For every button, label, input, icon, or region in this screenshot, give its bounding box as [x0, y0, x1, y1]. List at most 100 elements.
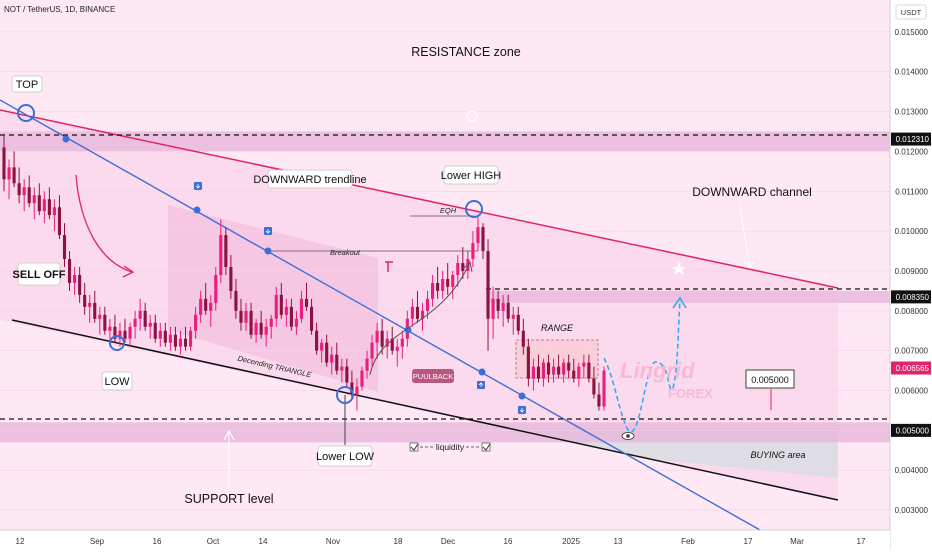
candle-body — [229, 266, 233, 291]
candle-body — [486, 251, 490, 319]
candle-body — [78, 274, 82, 295]
current-price-tag: 0.006565 — [891, 361, 931, 375]
candle-body — [234, 290, 238, 311]
candle-body — [345, 366, 349, 383]
candle-body — [178, 338, 183, 347]
candle-body — [315, 330, 319, 351]
candle-body — [62, 235, 67, 260]
candle-body — [335, 354, 339, 371]
svg-text:0.012310: 0.012310 — [896, 135, 930, 144]
watermark-lingrid: Lingrid — [620, 358, 695, 383]
time-tick-label: 14 — [259, 537, 268, 546]
price-tags: 0.012310 0.008350 0.006565 0.005000 — [891, 132, 931, 437]
watermark-forex: FOREX — [668, 386, 713, 401]
candle-body — [385, 338, 389, 347]
sell-off-arrow — [75, 174, 133, 273]
currency-badge[interactable]: USDT — [895, 4, 927, 20]
candle-body — [22, 187, 26, 196]
trend-point — [193, 206, 201, 214]
pullback-label: PUULBACK — [412, 369, 454, 383]
eqh-label: EQH — [440, 206, 457, 215]
time-tick-label: 2025 — [562, 537, 580, 546]
svg-text:0.006565: 0.006565 — [896, 364, 930, 373]
time-tick-label: Dec — [441, 537, 455, 546]
candle-body — [173, 334, 177, 347]
candle-body — [214, 274, 218, 303]
price-tick-label: 0.004000 — [895, 466, 929, 475]
candle-body — [511, 314, 515, 319]
candle-body — [597, 394, 601, 407]
candle-body — [360, 370, 364, 387]
candle-body — [592, 378, 596, 395]
sell-off-arrowhead — [122, 265, 135, 278]
time-tick-label: 12 — [16, 537, 25, 546]
svg-text:LOW: LOW — [104, 376, 130, 388]
channel-pointer — [739, 205, 751, 269]
candle-body — [249, 310, 253, 335]
low-circle[interactable] — [109, 335, 125, 351]
candle-body — [481, 227, 485, 252]
projection-path — [603, 299, 681, 433]
candle-body — [431, 282, 435, 299]
candle-body — [456, 263, 460, 275]
candle-body — [52, 207, 56, 216]
price-tick-label: 0.009000 — [895, 267, 929, 276]
candle-body — [602, 370, 606, 407]
candle-body — [410, 306, 414, 319]
flag-icon — [385, 261, 393, 272]
liquidity-label: liquidity — [436, 442, 465, 452]
resistance-zone-band — [0, 131, 890, 152]
top-label: TOP — [11, 75, 43, 93]
price-axis-panel — [890, 0, 932, 550]
candle-body — [194, 314, 198, 331]
candle-body — [441, 278, 445, 291]
candle-body — [108, 326, 112, 331]
candle-body — [572, 370, 576, 379]
lower-low-label: Lower LOW — [316, 445, 375, 467]
candle-body — [224, 235, 228, 267]
trend-point — [404, 326, 412, 334]
candle-body — [118, 330, 122, 339]
candle-body — [552, 366, 556, 375]
candle-body — [67, 259, 72, 283]
time-tick-label: Feb — [681, 537, 695, 546]
trend-point — [518, 392, 526, 400]
candle-body — [143, 310, 147, 327]
lower-low-circle[interactable] — [336, 386, 354, 404]
price-tick-label: 0.014000 — [895, 68, 929, 77]
lower-high-circle[interactable] — [465, 200, 483, 218]
time-axis[interactable]: 12 Sep 16 Oct 14 Nov 18 Dec 16 2025 13 Feb 17 Mar 17 — [16, 537, 866, 546]
candle-body — [375, 330, 379, 343]
candle-body — [168, 334, 172, 343]
buying-area-label: BUYING area — [750, 450, 805, 460]
candle-body — [516, 314, 520, 331]
price-tick-label: 0.015000 — [895, 28, 929, 37]
candle-body — [219, 235, 223, 275]
pullback-curve — [369, 261, 471, 376]
candle-body — [73, 274, 77, 283]
candle-body — [567, 362, 571, 371]
support-level-arrowhead — [223, 429, 235, 441]
support-trendline — [11, 319, 839, 501]
candle-body — [289, 306, 293, 327]
candle-body — [340, 366, 344, 371]
top-level-tag: 0.012310 — [891, 132, 931, 146]
candle-body — [531, 366, 535, 379]
candle-body — [113, 326, 117, 339]
candle-body — [254, 322, 258, 335]
svg-text:0.005000: 0.005000 — [751, 375, 789, 385]
candle-body — [325, 342, 329, 363]
price-tick-label: 0.003000 — [895, 506, 929, 515]
low-label: LOW — [101, 371, 133, 391]
time-tick-label: 17 — [857, 537, 866, 546]
support-level-tag: 0.005000 — [891, 423, 931, 437]
candle-body — [259, 322, 263, 335]
top-circle[interactable] — [17, 104, 35, 122]
candle-body — [98, 314, 102, 319]
time-tick-label: Nov — [326, 537, 340, 546]
candle-body — [57, 207, 62, 236]
candle-body — [526, 346, 530, 379]
candle-body — [425, 298, 430, 311]
trend-point — [264, 247, 272, 255]
